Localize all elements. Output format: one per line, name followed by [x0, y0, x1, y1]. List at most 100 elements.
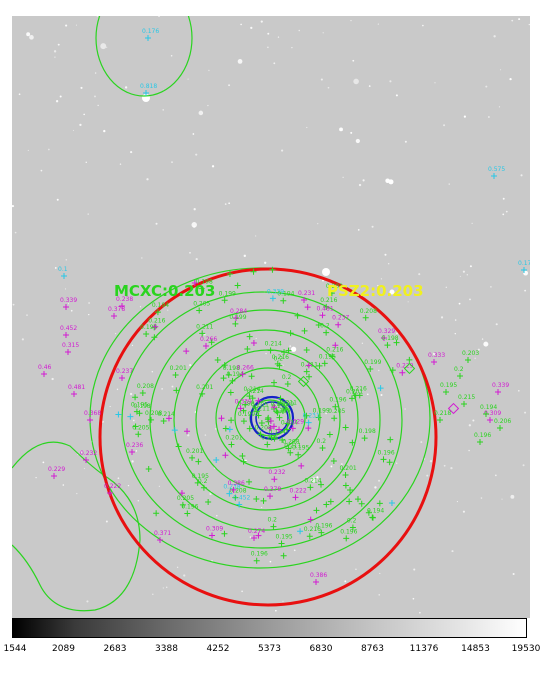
star: [265, 352, 267, 355]
star: [241, 590, 243, 593]
star: [420, 441, 423, 443]
star: [167, 309, 169, 311]
redshift-label: 0.214: [247, 388, 264, 395]
green-galaxy-marker: 0.195: [292, 445, 310, 458]
bright-star: [389, 289, 395, 295]
plus-icon: [305, 425, 312, 432]
plus-icon: [145, 466, 152, 473]
green-galaxy-marker: 0.2: [454, 366, 464, 379]
psz2-label: PSZ2:0.203: [327, 282, 424, 300]
plus-icon: [265, 414, 272, 421]
green-galaxy-marker: [389, 367, 396, 374]
magenta-galaxy-marker: 0.309: [206, 525, 223, 539]
redshift-label: 0.201: [346, 388, 363, 395]
star: [518, 18, 521, 21]
colorbar-tick-label: 11376: [409, 644, 439, 654]
magenta-galaxy-marker: [184, 428, 191, 435]
colorbar-tick-label: 2089: [52, 644, 75, 654]
plus-icon: [437, 417, 443, 423]
redshift-label: 0.238: [116, 296, 133, 303]
plus-icon: [465, 357, 471, 363]
plus-icon: [301, 297, 307, 303]
redshift-label: 0.339: [267, 288, 284, 295]
plus-icon: [315, 414, 322, 421]
plus-icon: [221, 530, 228, 537]
plus-icon: [63, 332, 69, 338]
star: [518, 390, 520, 392]
plus-icon: [269, 295, 276, 302]
redshift-label: 0.214: [243, 386, 260, 393]
green-galaxy-marker: 0.194: [152, 302, 169, 316]
green-galaxy-marker: 0.2: [282, 374, 292, 387]
contour-1: [89, 267, 431, 569]
green-galaxy-marker: 0.214: [304, 477, 322, 491]
star: [228, 84, 231, 87]
star: [371, 225, 374, 228]
magenta-galaxy-marker: 0.236: [126, 442, 143, 455]
cyan-galaxy-marker: 0.231: [303, 413, 320, 426]
star: [88, 302, 90, 304]
star: [413, 568, 416, 571]
redshift-label: 0.198: [359, 428, 376, 435]
plus-icon: [199, 330, 206, 337]
star: [187, 78, 189, 80]
star: [445, 286, 447, 289]
star: [94, 72, 97, 74]
star: [48, 148, 50, 151]
plus-icon: [406, 356, 413, 363]
plus-icon: [191, 280, 198, 287]
plus-icon: [491, 173, 497, 179]
green-galaxy-marker: [285, 347, 292, 354]
plus-icon: [214, 357, 221, 364]
plus-icon: [255, 397, 262, 404]
star: [412, 597, 415, 600]
contour-5: [195, 349, 341, 491]
star: [35, 476, 37, 479]
magenta-galaxy-marker: 0.329: [287, 418, 304, 432]
plus-icon: [171, 427, 178, 434]
star: [80, 450, 83, 453]
green-galaxy-marker: [208, 339, 215, 346]
green-galaxy-marker: [358, 500, 365, 507]
star: [311, 477, 317, 483]
plus-icon: [431, 359, 437, 365]
plus-icon: [205, 498, 212, 505]
contour-4: [173, 329, 359, 511]
contour-7: [234, 385, 306, 451]
plus-icon: [173, 387, 180, 394]
green-galaxy-marker: [153, 510, 160, 517]
plus-icon: [307, 484, 314, 491]
cyan-galaxy-marker: 0.17: [518, 260, 530, 273]
green-galaxy-marker: 0.208: [282, 438, 300, 452]
cyan-galaxy-marker: 0.176: [142, 28, 159, 41]
plus-icon: [132, 423, 139, 430]
green-galaxy-marker: [279, 437, 286, 444]
plus-icon: [388, 500, 395, 507]
plus-icon: [277, 395, 284, 402]
colorbar-tick-label: 2683: [103, 644, 127, 654]
redshift-label: 0.284: [230, 308, 247, 315]
plus-icon: [280, 297, 287, 304]
plus-icon: [303, 412, 310, 419]
redshift-label: 0.215: [458, 394, 475, 401]
colorbar-tick-label: 8763: [361, 644, 384, 654]
green-galaxy-marker: [132, 423, 139, 430]
green-galaxy-marker: [271, 379, 278, 386]
plus-icon: [41, 371, 47, 377]
plus-icon: [342, 424, 349, 431]
plus-icon: [222, 425, 229, 432]
magenta-galaxy-marker: [267, 425, 274, 432]
star: [115, 333, 117, 335]
plus-icon: [148, 416, 155, 423]
star: [83, 113, 85, 116]
plus-icon: [257, 431, 264, 438]
plus-icon: [154, 309, 161, 316]
green-galaxy-marker: 0.195: [192, 473, 209, 486]
plus-icon: [356, 392, 363, 399]
star: [18, 93, 21, 96]
star: [385, 178, 390, 183]
plus-icon: [65, 349, 71, 355]
green-galaxy-marker: 0.198: [359, 428, 376, 442]
green-galaxy-marker: [228, 417, 235, 424]
plus-icon: [119, 375, 125, 381]
